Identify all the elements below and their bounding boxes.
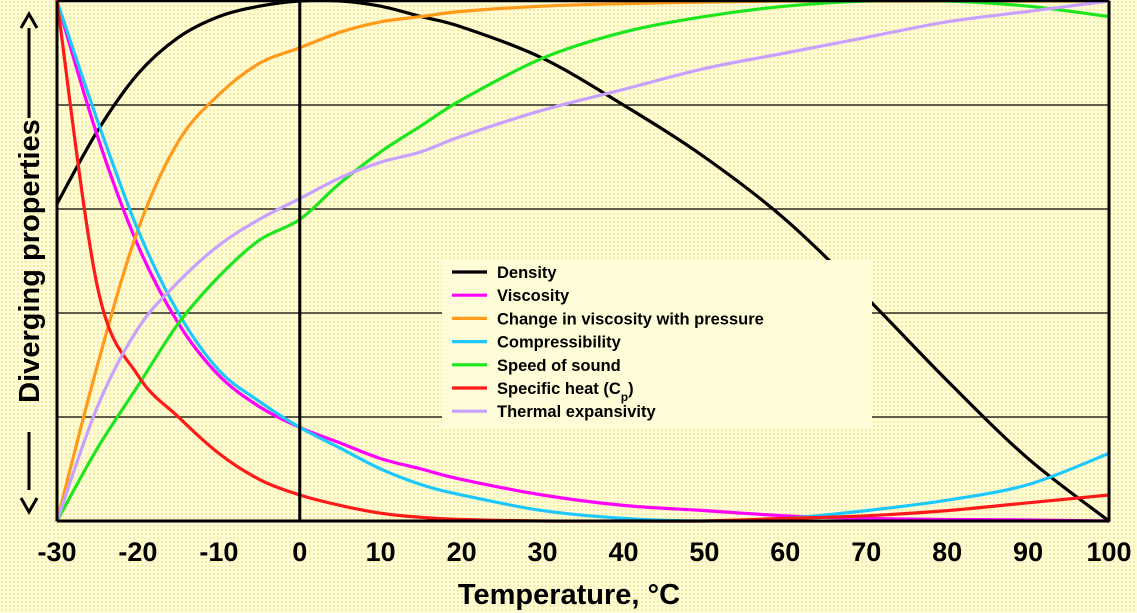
x-tick-label: 10 — [366, 537, 396, 567]
y-axis-label: Diverging properties — [14, 119, 46, 403]
x-tick-label: 40 — [608, 537, 638, 567]
x-tick-label: 100 — [1086, 537, 1131, 567]
y-axis-label-group: Diverging properties — [14, 10, 46, 516]
x-tick-label: -20 — [118, 537, 157, 567]
x-tick-label: 30 — [528, 537, 558, 567]
x-tick-label: 50 — [689, 537, 719, 567]
y-arrow-down-icon — [19, 497, 39, 516]
legend-entry: Viscosity — [497, 287, 570, 305]
legend-entry: Thermal expansivity — [497, 403, 656, 421]
x-tick-label: 60 — [770, 537, 800, 567]
series-line-thermal-expansivity — [55, 0, 1111, 523]
legend: Density Viscosity Change in viscosity with… — [442, 260, 872, 428]
x-tick-label: -10 — [199, 537, 238, 567]
x-tick-label: 0 — [292, 537, 307, 567]
legend-entry: Speed of sound — [497, 357, 621, 375]
series-line-compressibility — [55, 0, 1111, 523]
x-tick-label: 70 — [851, 537, 881, 567]
series-line-viscosity — [55, 0, 1111, 523]
series-line-specific-heat-cp — [55, 0, 1111, 523]
series-line-density — [55, 0, 1111, 523]
x-tick-label: 90 — [1013, 537, 1043, 567]
legend-entry: Compressibility — [497, 334, 622, 352]
plot-frame — [55, 0, 1111, 523]
legend-entry: Change in viscosity with pressure — [497, 310, 764, 328]
x-axis-ticks: -30 -20 -10 0 10 20 30 40 50 60 70 80 90 100 — [37, 537, 1131, 567]
y-arrow-up-icon — [19, 10, 39, 29]
legend-entry: Density — [497, 264, 557, 282]
x-tick-label: 20 — [447, 537, 477, 567]
x-tick-label: -30 — [37, 537, 76, 567]
x-tick-label: 80 — [932, 537, 962, 567]
x-axis-label: Temperature, °C — [458, 579, 680, 611]
legend-background — [442, 260, 872, 428]
